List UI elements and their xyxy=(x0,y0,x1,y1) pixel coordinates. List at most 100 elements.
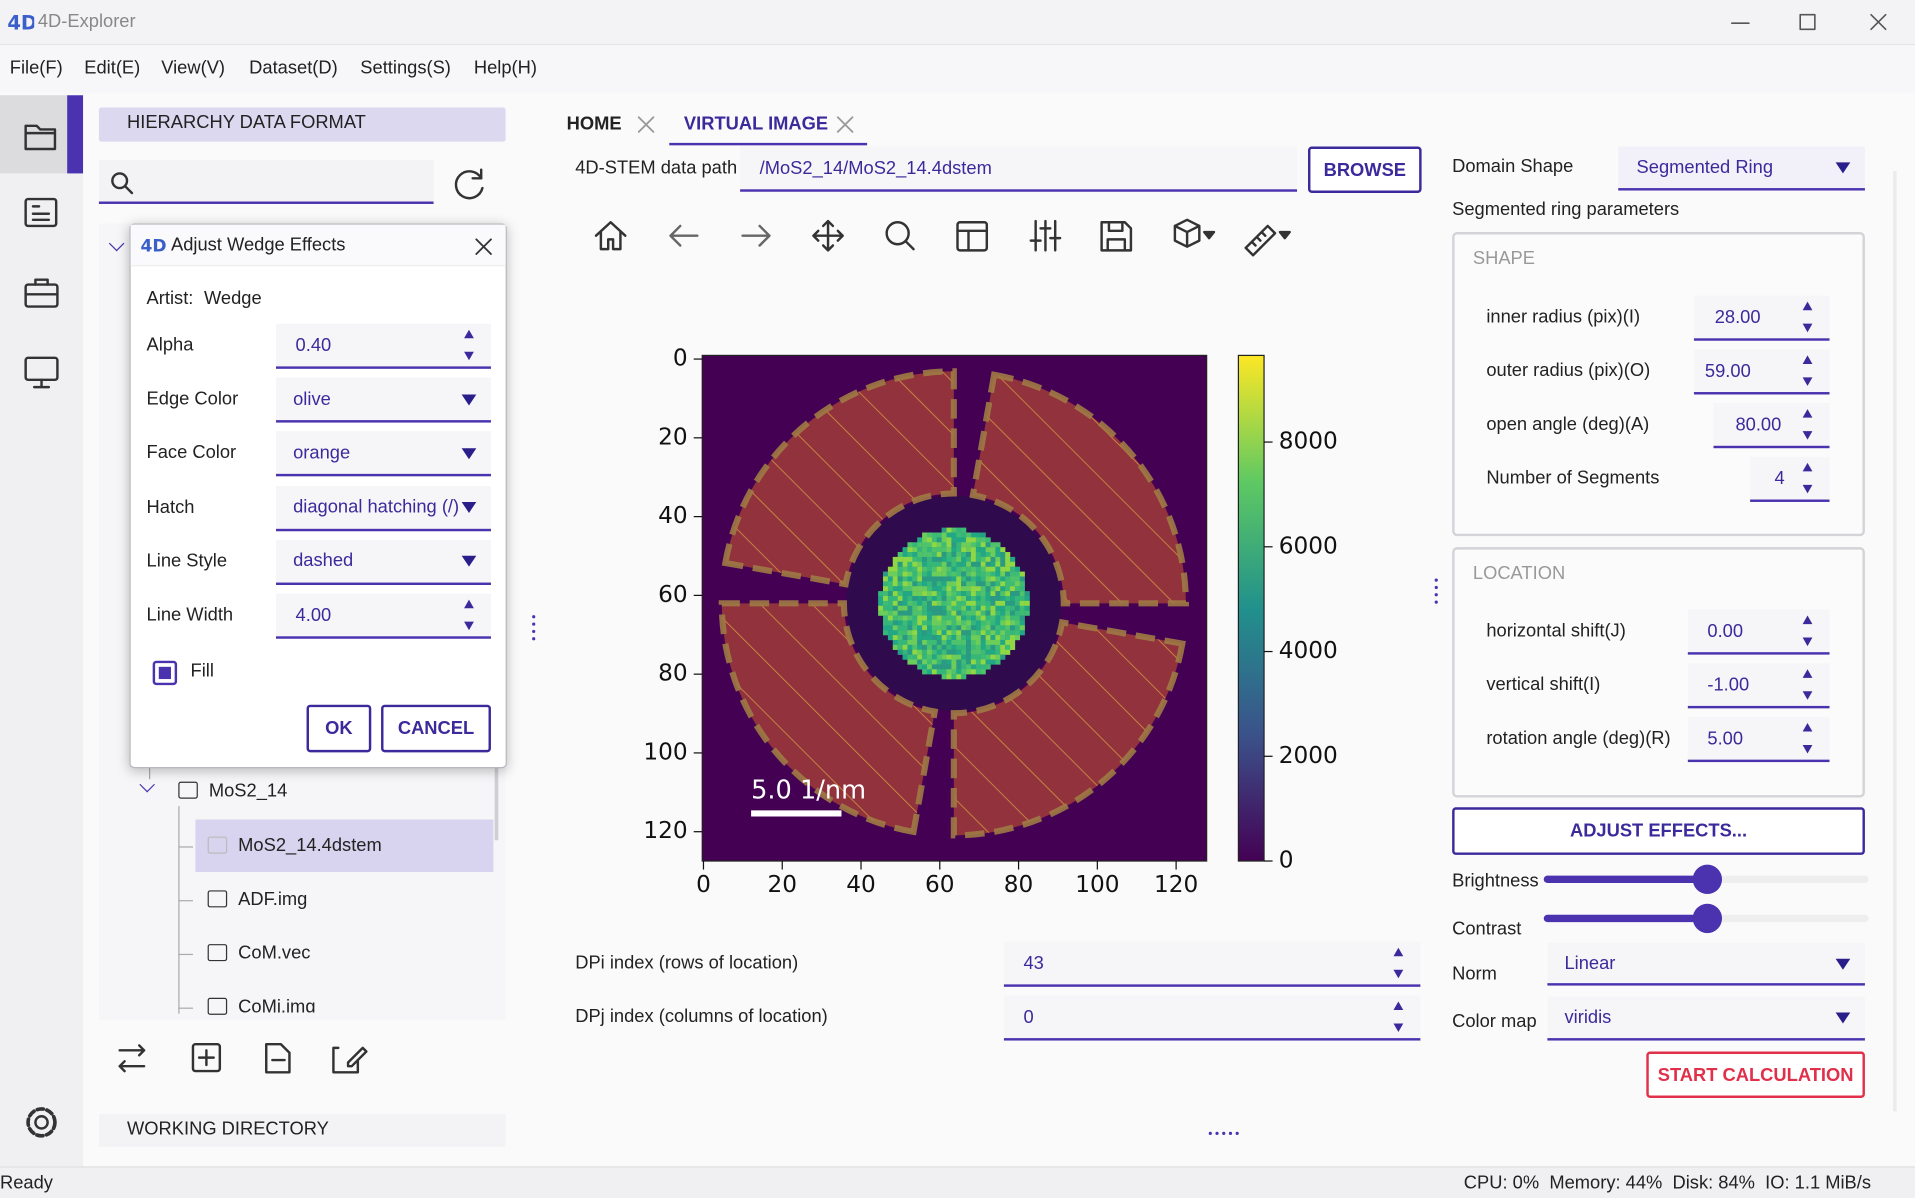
image-pixel xyxy=(946,669,952,675)
window-title: 4D-Explorer xyxy=(37,10,136,32)
image-pixel xyxy=(956,664,962,670)
image-pixel xyxy=(897,620,903,626)
image-pixel xyxy=(902,644,908,650)
image-pixel xyxy=(946,561,952,567)
image-pixel xyxy=(892,595,898,602)
dialog-field-input[interactable]: 0.40 xyxy=(276,323,491,369)
dialog-field-input[interactable]: 4.00 xyxy=(276,593,491,639)
dialog-field-input[interactable]: dashed xyxy=(276,539,491,585)
ok-button[interactable]: OK xyxy=(306,704,372,753)
colorbar-tick-label: 4000 xyxy=(1279,637,1338,664)
search-box[interactable] xyxy=(98,159,434,204)
image-pixel xyxy=(975,542,981,548)
dialog-close[interactable] xyxy=(474,237,494,257)
settings-icon[interactable] xyxy=(24,1105,61,1142)
image-pixel xyxy=(882,615,889,621)
domain-shape-select[interactable]: Segmented Ring xyxy=(1618,146,1865,191)
image-pixel xyxy=(1000,635,1006,641)
data-path-field[interactable]: /MoS2_14/MoS2_14.4dstem xyxy=(740,146,1298,192)
image-pixel xyxy=(1000,639,1006,646)
tree-toolbar[interactable] xyxy=(104,1038,379,1080)
splitter-handle[interactable] xyxy=(1431,576,1441,608)
plot-toolbar[interactable] xyxy=(586,211,1294,260)
window-controls[interactable] xyxy=(1722,10,1899,37)
cmap-select[interactable]: viridis xyxy=(1547,996,1865,1041)
image-pixel xyxy=(946,654,952,660)
image-pixel xyxy=(912,571,918,577)
tab-virtual-image[interactable]: VIRTUAL IMAGE xyxy=(683,113,829,135)
tree-item[interactable]: MoS2_14.4dstem xyxy=(238,835,382,857)
menu-item[interactable]: Help(H) xyxy=(473,57,537,79)
browse-button[interactable]: BROWSE xyxy=(1308,146,1422,193)
menu-item[interactable]: Edit(E) xyxy=(84,57,141,79)
tree-item[interactable]: CoMi.img xyxy=(238,996,316,1018)
norm-select[interactable]: Linear xyxy=(1547,942,1865,986)
menu-item[interactable]: File(F) xyxy=(9,57,63,79)
parameter-input[interactable]: 0.00 xyxy=(1687,609,1830,655)
image-pixel xyxy=(970,532,977,538)
sliders[interactable] xyxy=(1541,861,1871,937)
image-pixel xyxy=(961,639,967,646)
image-pixel xyxy=(912,595,918,602)
index-input[interactable]: 43 xyxy=(1003,941,1421,987)
fill-checkbox[interactable] xyxy=(152,660,178,686)
parameter-input[interactable]: 5.00 xyxy=(1687,716,1830,763)
cancel-button[interactable]: CANCEL xyxy=(381,704,491,753)
image-pixel xyxy=(956,547,962,553)
splitter-handle[interactable] xyxy=(1207,1128,1241,1138)
tree-item[interactable]: ADF.img xyxy=(238,889,308,910)
image-pixel xyxy=(946,552,952,558)
image-pixel xyxy=(897,630,903,636)
index-input[interactable]: 0 xyxy=(1003,995,1421,1041)
dialog-field-input[interactable]: diagonal hatching (/) xyxy=(276,485,491,531)
menu-item[interactable]: View(V) xyxy=(161,57,226,79)
parameter-value: 28.00 xyxy=(1714,306,1761,328)
image-pixel xyxy=(902,625,908,631)
image-pixel xyxy=(936,669,942,675)
adjust-effects-button[interactable]: ADJUST EFFECTS... xyxy=(1452,807,1865,855)
image-frame xyxy=(701,354,1208,862)
refresh-icon[interactable] xyxy=(452,166,489,203)
image-pixel xyxy=(1000,610,1006,616)
parameter-value: -1.00 xyxy=(1707,674,1750,695)
rail-icons[interactable] xyxy=(22,116,61,409)
image-pixel xyxy=(912,659,918,665)
image-pixel xyxy=(912,586,918,592)
dialog-field-input[interactable]: orange xyxy=(276,431,491,477)
image-pixel xyxy=(995,649,1001,655)
image-pixel xyxy=(995,581,1001,587)
image-pixel xyxy=(882,581,889,587)
image-pixel xyxy=(907,552,913,558)
menu-item[interactable]: Settings(S) xyxy=(360,57,451,79)
tree-item[interactable]: CoM.vec xyxy=(238,942,311,964)
parameter-input[interactable]: 80.00 xyxy=(1713,403,1830,449)
parameter-input[interactable]: -1.00 xyxy=(1687,663,1830,709)
tab-home[interactable]: HOME xyxy=(566,113,622,135)
image-pixel xyxy=(936,542,942,548)
tab-close[interactable] xyxy=(636,115,656,135)
tab-close[interactable] xyxy=(835,115,855,135)
image-pixel xyxy=(961,605,967,611)
image-pixel xyxy=(922,620,928,626)
image-pixel xyxy=(887,595,894,602)
menu-item[interactable]: Dataset(D) xyxy=(249,57,338,79)
image-pixel xyxy=(980,576,986,582)
image-pixel xyxy=(970,625,977,631)
image-pixel xyxy=(917,556,923,563)
image-pixel xyxy=(902,586,908,592)
tree-item[interactable]: MoS2_14 xyxy=(208,780,288,802)
parameter-input[interactable]: 28.00 xyxy=(1693,295,1830,341)
splitter-handle[interactable] xyxy=(529,613,539,645)
image-pixel xyxy=(1000,561,1006,567)
parameter-input[interactable]: 59.00 xyxy=(1693,349,1830,395)
image-pixel xyxy=(1005,610,1011,616)
dialog-field-label: Face Color xyxy=(146,442,237,464)
start-calculation-button[interactable]: START CALCULATION xyxy=(1646,1051,1865,1098)
image-pixel xyxy=(878,591,884,597)
parameter-input[interactable]: 4 xyxy=(1750,456,1830,502)
image-pixel xyxy=(980,615,986,621)
dialog-field-input[interactable]: olive xyxy=(276,377,491,423)
image-pixel xyxy=(912,547,918,553)
tree-selected[interactable] xyxy=(195,819,494,873)
image-pixel xyxy=(980,649,986,655)
